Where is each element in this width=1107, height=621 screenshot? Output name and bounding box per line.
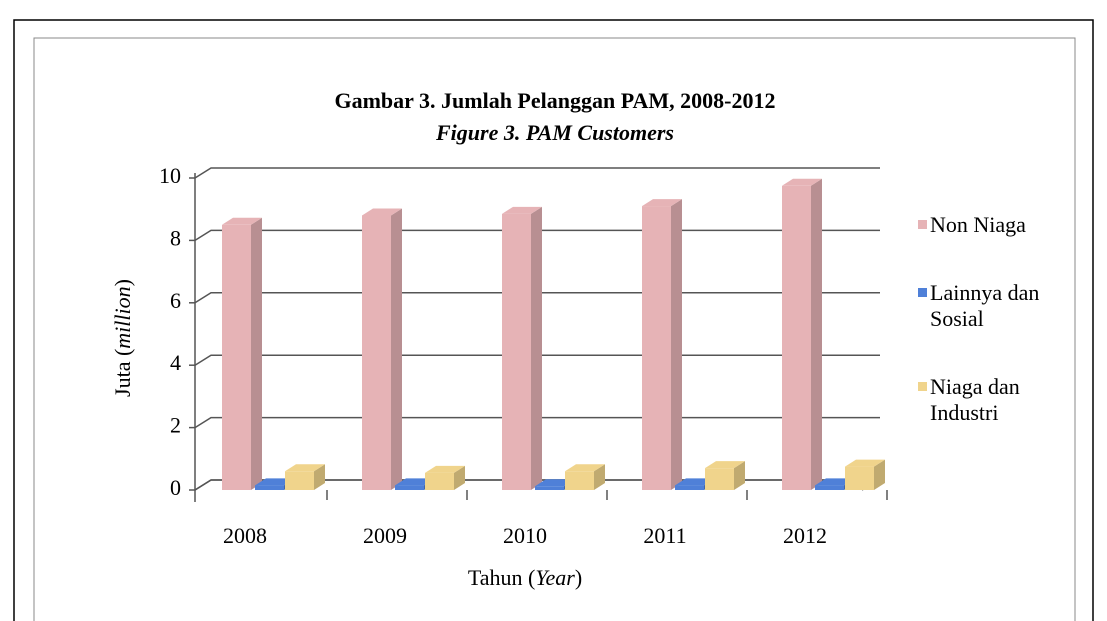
bar-side [391,208,402,490]
bar [502,213,531,490]
y-tick-label: 6 [170,288,181,313]
legend-item: Niaga dan Industri [918,374,1068,426]
legend-label: Lainnya dan Sosial [930,280,1040,331]
x-tick-label: 2012 [783,523,827,548]
bar-top [642,199,682,207]
legend-item: Lainnya dan Sosial [918,280,1068,332]
x-tick-label: 2011 [643,523,686,548]
bar [362,215,391,490]
y-tick-label: 4 [170,350,181,375]
x-label-part: ) [575,565,582,590]
bar-side [251,217,262,491]
y-tick-label: 0 [170,475,181,500]
legend-label: Non Niaga [930,212,1026,237]
bar-top [705,461,745,469]
bar-side [734,461,745,490]
y-label-part: million [110,286,135,348]
chart-title: Gambar 3. Jumlah Pelanggan PAM, 2008-201… [334,88,775,113]
bar-side [671,199,682,490]
chart-frame [33,37,1076,621]
legend-swatch [918,220,927,229]
bar [845,466,874,490]
bar-top [362,208,402,216]
bar [675,485,704,490]
x-tick-label: 2009 [363,523,407,548]
y-label-part: ) [110,279,135,286]
bar-side [811,178,822,491]
bar-side [531,206,542,490]
grid-line [194,167,880,179]
bar-side [314,464,325,490]
x-tick-label: 2008 [223,523,267,548]
bar-side [594,464,605,490]
legend-label: Niaga dan Industri [930,374,1020,425]
bar [222,224,251,491]
bar-top [782,178,822,186]
bar-side [874,459,885,490]
legend-item: Non Niaga [918,212,1068,238]
bar-top [502,206,542,214]
bar [782,185,811,491]
bar [535,486,564,490]
outer-frame [13,19,1094,621]
bar [285,471,314,490]
legend: Non Niaga Lainnya dan Sosial Niaga dan Ind… [918,212,1068,468]
x-label-part: Tahun ( [468,565,536,590]
y-tick-label: 10 [159,163,181,188]
bar [565,471,594,490]
x-label-part: Year [535,565,575,590]
bar-side [454,465,465,490]
legend-swatch [918,382,927,391]
bar [425,472,454,490]
bar-top [845,459,885,467]
x-axis-label: Tahun (Year) [468,565,582,590]
bar [642,206,671,490]
bar-top [425,465,465,473]
bar [255,485,284,490]
bar [395,485,424,490]
y-tick-label: 8 [170,225,181,250]
bar [705,468,734,490]
bar-top [285,464,325,472]
chart-subtitle: Figure 3. PAM Customers [435,120,674,145]
y-axis-label: Juta (million) [110,279,135,397]
y-label-part: Juta ( [110,349,135,397]
legend-swatch [918,288,927,297]
bar-top [565,464,605,472]
x-tick-label: 2010 [503,523,547,548]
y-tick-label: 2 [170,413,181,438]
bar-top [222,217,262,225]
bar [815,485,844,490]
